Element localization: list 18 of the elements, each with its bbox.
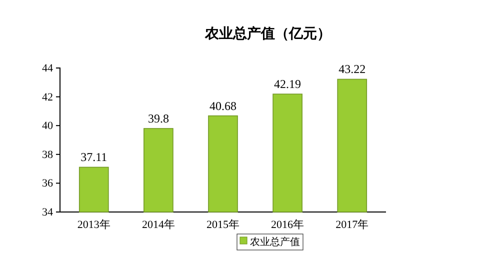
y-tick-label: 38 [42,148,54,161]
x-tick-label: 2013年 [77,218,110,231]
y-tick-label: 36 [42,178,54,190]
data-label: 43.22 [338,62,366,76]
chart-title: 农业总产值（亿元） [204,25,331,42]
x-tick-label: 2015年 [206,218,240,231]
legend-label: 农业总产值 [250,236,300,248]
data-label: 37.11 [80,150,108,164]
data-label: 40.68 [210,98,236,113]
data-label: 42.19 [274,77,302,92]
y-tick-label: 34 [42,206,54,219]
y-tick-label: 40 [42,120,54,132]
x-tick-label: 2016年 [271,218,304,231]
y-tick-label: 44 [42,62,54,75]
data-label: 39.8 [148,111,169,126]
y-tick-label: 42 [42,91,53,104]
x-tick-label: 2014年 [142,218,175,231]
x-tick-label: 2017年 [336,218,369,231]
